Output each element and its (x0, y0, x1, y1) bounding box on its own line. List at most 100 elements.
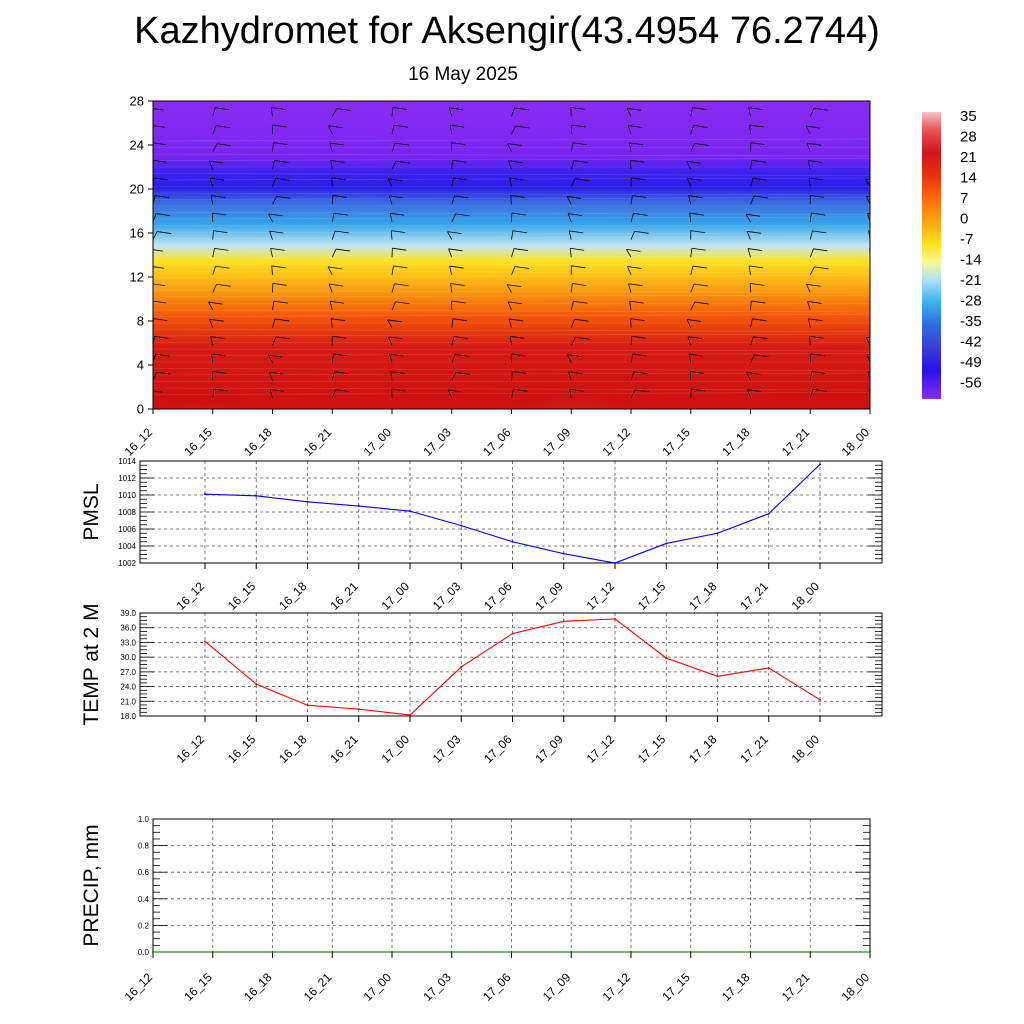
wind-barb (511, 230, 514, 240)
wind-barb (153, 256, 154, 258)
wind-barb-flag (808, 318, 823, 322)
y-tick-label: 1006 (118, 525, 136, 534)
wind-barb-flag (868, 230, 870, 232)
x-tick-label: 18_00 (789, 732, 823, 766)
contour-line (153, 275, 870, 278)
colorbar-label: 0 (960, 211, 968, 228)
wind-barb-flag (213, 388, 228, 392)
wind-barb (806, 143, 811, 152)
wind-barb (511, 248, 515, 258)
wind-barb (208, 160, 214, 170)
wind-barb-flag (449, 265, 464, 269)
wind-barb (627, 125, 632, 135)
wind-barb-flag (513, 388, 528, 392)
wind-barb-flag (513, 248, 529, 251)
wind-barb-flag (687, 178, 702, 181)
data-point (357, 505, 360, 508)
colorbar-scale (922, 112, 941, 399)
wind-barb (153, 397, 154, 398)
wind-barb (212, 284, 217, 293)
wind-barb-flag (808, 160, 823, 163)
wind-barb-flag (274, 318, 290, 322)
wind-barb (448, 248, 453, 258)
wind-barb (630, 371, 635, 381)
wind-barb-flag (214, 247, 229, 251)
data-point (819, 463, 821, 466)
y-tick-label: 36.0 (120, 624, 136, 633)
contour-line (153, 192, 870, 196)
wind-barb-flag (751, 159, 766, 163)
data-point (570, 951, 573, 953)
wind-barb (687, 178, 692, 187)
wind-barb-flag (153, 142, 166, 146)
wind-barb-flag (626, 249, 641, 252)
wind-barb (568, 371, 572, 381)
x-tick-label: 17_12 (600, 970, 634, 1004)
wind-barb-flag (216, 283, 231, 287)
wind-barb (267, 354, 273, 363)
wind-barb-flag (268, 371, 284, 375)
wind-barb-flag (567, 213, 583, 216)
wind-barb (688, 195, 692, 205)
wind-barb-flag (745, 213, 761, 217)
wind-barb-flag (569, 230, 584, 234)
wind-barb (807, 301, 811, 311)
wind-barb-flag (812, 388, 827, 392)
colorbar-label: -49 (960, 354, 982, 371)
wind-barb-flag (688, 353, 704, 357)
data-point (689, 951, 692, 953)
wind-barb-flag (210, 177, 225, 181)
wind-barb (866, 354, 870, 363)
wind-barb (511, 266, 516, 275)
wind-barb (153, 213, 157, 223)
wind-barb (211, 353, 214, 363)
heatmap-x-tick-label: 17_06 (480, 425, 514, 459)
wind-barb-flag (209, 318, 224, 322)
wind-barb-flag (392, 247, 407, 251)
wind-barb-flag (154, 335, 169, 339)
wind-barb (388, 195, 393, 205)
wind-barb (690, 143, 695, 152)
wind-barb (272, 160, 275, 170)
wind-barb-flag (694, 143, 709, 146)
wind-barb-flag (454, 354, 470, 357)
wind-barb-flag (511, 353, 526, 357)
x-tick-label: 17_21 (779, 970, 813, 1004)
contour-line (153, 158, 870, 161)
wind-barb (809, 371, 813, 381)
wind-barb (330, 160, 333, 170)
wind-barb (567, 354, 572, 363)
wind-barb (447, 231, 453, 240)
data-point (204, 493, 206, 496)
wind-barb-flag (455, 213, 470, 217)
wind-barb (686, 161, 692, 170)
wind-barb-flag (510, 195, 525, 198)
wind-barb (750, 195, 755, 205)
data-point (152, 951, 154, 953)
wind-barb-flag (156, 213, 171, 216)
wind-barb (809, 230, 813, 240)
wind-barb-flag (331, 177, 346, 181)
wind-barb-flag (390, 371, 405, 374)
data-point (749, 951, 752, 953)
data-point (716, 675, 719, 678)
colorbar-label: -35 (960, 313, 982, 330)
data-point (306, 704, 309, 707)
wind-barb-flag (628, 125, 643, 128)
wind-barb-flag (453, 336, 468, 339)
wind-barb (805, 125, 811, 135)
heatmap-hot-region (153, 369, 285, 409)
wind-barb-flag (154, 195, 170, 199)
pmsl-panel: 1002 1004 1006 1008 1010 1012 1014 16_12 16_15 16… (80, 457, 883, 613)
x-tick-label: 17_21 (737, 732, 771, 766)
wind-barb (212, 266, 216, 275)
x-tick-label: 17_15 (635, 732, 669, 766)
wind-barb (511, 125, 516, 135)
wind-barb (690, 283, 695, 293)
wind-barb (630, 389, 636, 399)
heatmap-y-tick-label: 24 (130, 138, 144, 153)
data-point (204, 640, 206, 643)
wind-barb-flag (691, 388, 706, 392)
wind-barb-flag (630, 318, 645, 322)
